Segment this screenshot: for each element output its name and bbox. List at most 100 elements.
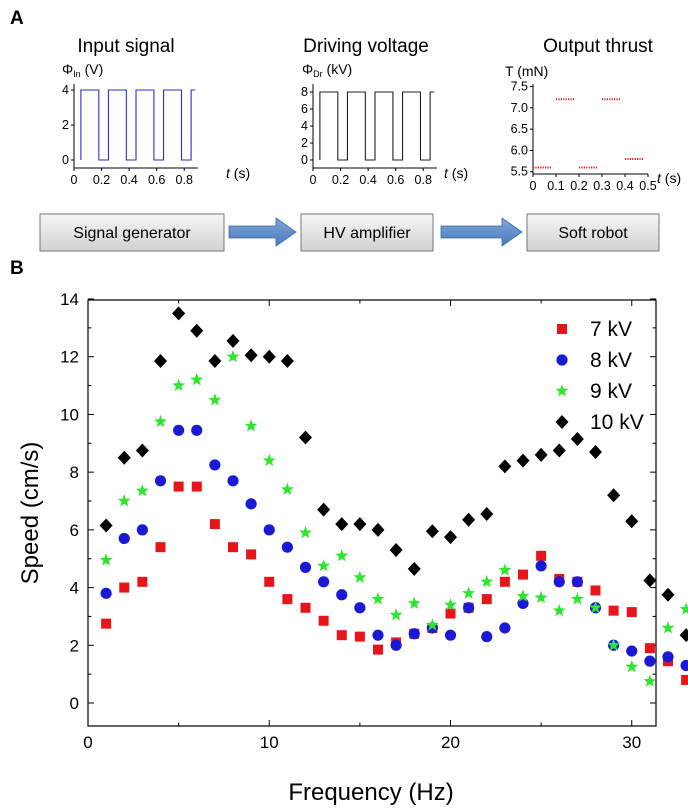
data-point [173, 481, 184, 492]
data-point [480, 506, 494, 521]
data-point [590, 585, 601, 596]
thrust-ytick-label: 6.5 [511, 122, 528, 136]
box-soft-robot-label: Soft robot [558, 225, 628, 242]
data-point [680, 659, 688, 672]
data-point [246, 549, 257, 560]
thrust-ytick-label: 7.0 [511, 101, 528, 115]
data-point [518, 569, 528, 580]
legend-marker [557, 324, 567, 334]
data-point [536, 550, 547, 561]
data-point [679, 602, 688, 615]
data-point [172, 306, 186, 321]
legend-marker [556, 354, 568, 366]
driving-xtick-label: 0.4 [359, 173, 376, 187]
data-point [119, 582, 130, 593]
legend-label: 8 kV [590, 349, 632, 372]
driving-ylabel: ΦDr (kV) [302, 61, 352, 79]
data-point [644, 643, 655, 654]
x-tick-label: 0 [83, 733, 92, 752]
data-point [407, 561, 421, 576]
box-hv-amplifier-label: HV amplifier [323, 225, 411, 242]
plot-frame [87, 299, 657, 727]
input-ylabel: ΦIn (V) [62, 61, 103, 79]
data-point [282, 594, 293, 605]
thrust-xtick-label: 0.2 [570, 179, 587, 193]
data-point [571, 576, 583, 588]
data-point [643, 573, 657, 588]
data-point [300, 602, 311, 613]
data-point [172, 378, 186, 392]
data-point [625, 660, 639, 673]
input-xtick-label: 0.4 [120, 173, 137, 187]
data-point [463, 602, 475, 614]
data-point [263, 524, 275, 536]
data-point [373, 644, 383, 655]
driving-ytick-label: 4 [301, 119, 308, 133]
data-point [154, 414, 167, 428]
data-point [480, 575, 494, 588]
data-point [262, 453, 276, 467]
driving-xtick-label: 0.2 [332, 173, 349, 187]
input-xtick-label: 0 [71, 173, 78, 187]
input-xtick-label: 0.8 [176, 173, 193, 187]
y-tick-label: 6 [70, 521, 79, 540]
y-tick-label: 12 [60, 348, 79, 367]
data-point [335, 517, 349, 532]
series-10-kv [99, 306, 688, 643]
data-point [227, 475, 239, 487]
panel-a-letter: A [10, 8, 24, 29]
x-axis-label: Frequency (Hz) [288, 779, 453, 806]
data-point [226, 349, 240, 363]
data-point [353, 517, 367, 532]
driving-voltage-plot: 0 2 4 6 8 0 0.2 0.4 0.6 0.8 [301, 84, 437, 187]
y-tick-label: 4 [70, 579, 79, 598]
data-point [661, 621, 675, 634]
data-point [589, 600, 602, 614]
y-tick-label: 2 [70, 636, 79, 655]
data-point [498, 459, 512, 474]
driving-xtick-label: 0.6 [387, 173, 404, 187]
data-point [190, 323, 204, 338]
data-point [643, 674, 657, 687]
data-point [244, 348, 258, 363]
data-point [516, 589, 530, 602]
data-point [535, 560, 547, 572]
data-point [245, 498, 257, 510]
data-point [425, 618, 439, 631]
input-xtick-label: 0.6 [148, 173, 165, 187]
data-point [244, 419, 258, 432]
data-point [299, 430, 312, 445]
data-point [117, 450, 131, 465]
data-point [137, 576, 148, 587]
thrust-ytick-label: 6.0 [511, 143, 528, 157]
y-tick-label: 14 [60, 290, 79, 309]
driving-waveform [319, 91, 435, 161]
data-point [228, 542, 238, 553]
data-point [317, 559, 331, 572]
data-point [516, 453, 530, 468]
output-thrust-plot: 5.5 6.0 6.5 7.0 7.5 0 0.1 0.2 0.3 0.4 0.5 [511, 80, 657, 193]
data-point [154, 475, 167, 487]
data-point [570, 431, 584, 446]
data-point [154, 354, 167, 369]
y-tick-label: 8 [70, 463, 79, 482]
input-signal-plot: 0 2 4 0 0.2 0.4 0.6 0.8 [62, 83, 198, 187]
data-point [208, 354, 222, 369]
data-point [317, 502, 331, 517]
data-point [99, 518, 113, 533]
box-soft-robot: Soft robot [526, 213, 660, 252]
data-point [625, 514, 639, 529]
data-point [552, 443, 566, 458]
data-point [226, 333, 240, 348]
data-point [99, 553, 113, 566]
data-point [462, 512, 476, 527]
data-point [644, 655, 656, 667]
input-ytick-label: 4 [62, 83, 69, 97]
y-tick-label: 0 [70, 694, 79, 713]
data-point [462, 586, 476, 599]
data-point [607, 488, 621, 503]
data-point [353, 570, 367, 583]
x-tick-label: 20 [441, 733, 460, 752]
legend-marker [555, 384, 569, 397]
